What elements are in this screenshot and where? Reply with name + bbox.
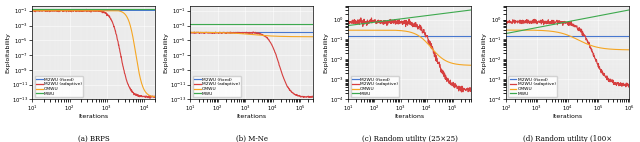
- Y-axis label: Exploitability: Exploitability: [6, 32, 10, 73]
- Text: (a) BRPS: (a) BRPS: [78, 135, 109, 142]
- X-axis label: Iterations: Iterations: [395, 114, 425, 119]
- Legend: M2WU (fixed), M2WU (adaptive), OMWU, MWU: M2WU (fixed), M2WU (adaptive), OMWU, MWU: [351, 76, 399, 97]
- Y-axis label: Exploitability: Exploitability: [324, 32, 329, 73]
- Legend: M2WU (fixed), M2WU (adaptive), OMWU, MWU: M2WU (fixed), M2WU (adaptive), OMWU, MWU: [193, 76, 241, 97]
- X-axis label: Iterations: Iterations: [79, 114, 109, 119]
- Text: (d) Random utility (100×
100): (d) Random utility (100× 100): [523, 135, 612, 142]
- Text: (c) Random utility (25×25): (c) Random utility (25×25): [362, 135, 458, 142]
- X-axis label: Iterations: Iterations: [237, 114, 267, 119]
- X-axis label: Iterations: Iterations: [552, 114, 582, 119]
- Y-axis label: Exploitability: Exploitability: [482, 32, 487, 73]
- Y-axis label: Exploitability: Exploitability: [163, 32, 168, 73]
- Legend: M2WU (fixed), M2WU (adaptive), OMWU, MWU: M2WU (fixed), M2WU (adaptive), OMWU, MWU: [508, 76, 557, 97]
- Legend: M2WU (fixed), M2WU (adaptive), OMWU, MWU: M2WU (fixed), M2WU (adaptive), OMWU, MWU: [35, 76, 83, 97]
- Text: (b) M-Ne: (b) M-Ne: [236, 135, 268, 142]
